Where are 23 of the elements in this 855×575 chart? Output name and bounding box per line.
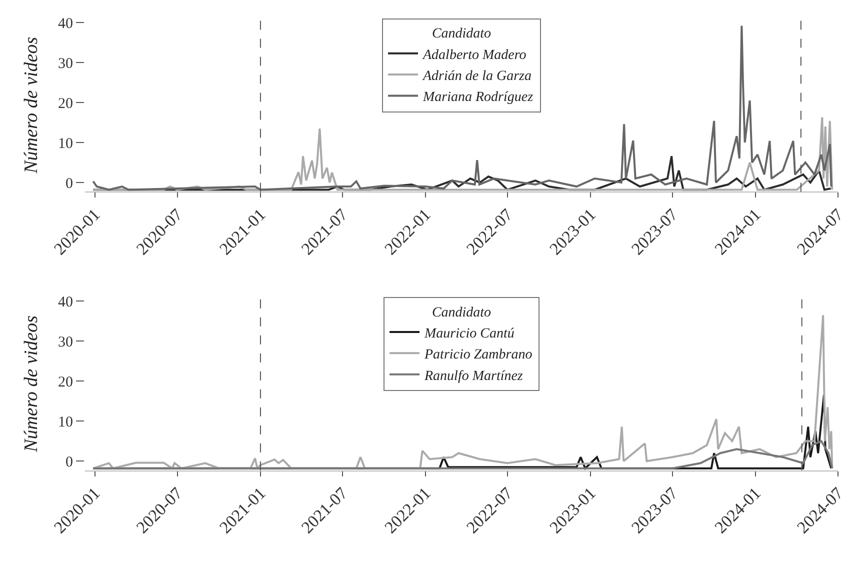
y-tick-label: 40 [58, 16, 73, 32]
y-tick-label: 0 [66, 454, 73, 470]
y-axis-title: Número de videos [20, 315, 42, 453]
legend-label: Adalberto Madero [422, 48, 526, 63]
y-tick-label: 30 [58, 56, 73, 72]
line-series [92, 440, 834, 470]
legend-label: Mariana Rodríguez [422, 90, 534, 106]
y-tick-label: 20 [58, 374, 73, 390]
y-tick-label: 20 [58, 96, 73, 112]
y-axis-title: Número de videos [20, 36, 42, 174]
y-tick-label: 40 [58, 294, 73, 310]
y-tick-label: 30 [58, 334, 73, 350]
line-series [92, 24, 832, 191]
line-series [92, 116, 834, 191]
legend-label: Ranulfo Martínez [424, 368, 524, 384]
y-tick-label: 10 [58, 414, 73, 430]
legend-title: Candidato [432, 26, 492, 42]
y-tick-label: 10 [58, 136, 73, 152]
legend-label: Adrián de la Garza [422, 68, 532, 84]
legend-title: Candidato [432, 305, 492, 320]
y-tick-label: 0 [66, 176, 73, 192]
legend-label: Patricio Zambrano [424, 348, 532, 363]
legend-label: Mauricio Cantú [424, 326, 514, 342]
